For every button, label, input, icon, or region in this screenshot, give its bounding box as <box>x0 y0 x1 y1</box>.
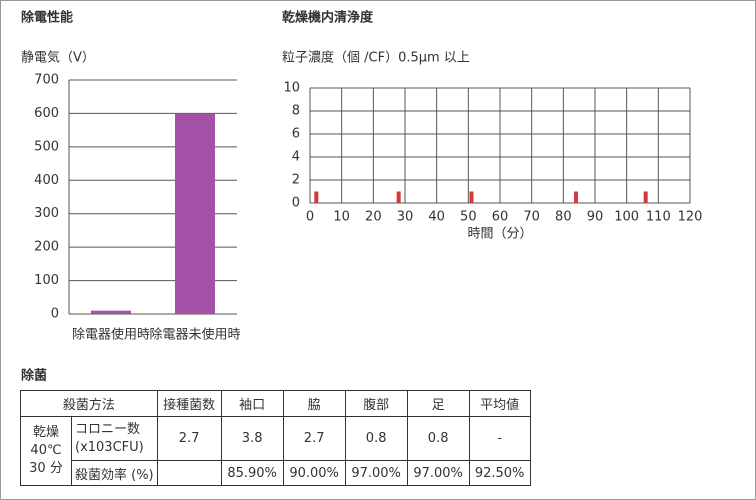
bar <box>643 191 648 203</box>
header-cell: 袖口 <box>220 390 284 417</box>
x-tick-label: 100 <box>614 210 639 225</box>
header-cell: 脇 <box>282 390 346 417</box>
x-tick-label: 90 <box>587 210 604 225</box>
x-tick-label: 30 <box>397 210 414 225</box>
x-tick-label: 10 <box>333 210 350 225</box>
group-cell: 乾燥 40℃ 30 分 <box>20 416 72 486</box>
cell: 0.8 <box>406 416 470 461</box>
empty-cell <box>156 460 222 486</box>
group-line: 30 分 <box>29 461 63 476</box>
bar <box>175 113 215 314</box>
x-tick-label: 40 <box>428 210 445 225</box>
row-label-line: 殺菌効率 (%) <box>75 467 154 483</box>
header-cell: 平均値 <box>468 390 531 417</box>
x-axis-label: 時間（分） <box>467 227 532 242</box>
x-tick-label: 60 <box>492 210 509 225</box>
cell: 97.00% <box>344 460 408 486</box>
y-tick-label: 300 <box>34 206 59 221</box>
y-tick-label: 8 <box>292 104 300 119</box>
x-tick-label: 110 <box>646 210 671 225</box>
header-cell: 腹部 <box>344 390 408 417</box>
bar <box>469 191 474 203</box>
x-tick-label: 除電器未使用時 <box>149 327 240 343</box>
y-tick-label: 2 <box>292 173 300 188</box>
y-tick-label: 0 <box>51 307 59 322</box>
y-tick-label: 500 <box>34 139 59 154</box>
section-title: 除菌 <box>21 368 47 384</box>
cell: 97.00% <box>406 460 470 486</box>
y-tick-label: 400 <box>34 173 59 188</box>
bar <box>314 191 319 203</box>
cell: 3.8 <box>220 416 284 461</box>
bar <box>91 310 131 314</box>
y-tick-label: 700 <box>34 73 59 88</box>
bar <box>396 191 401 203</box>
x-tick-label: 50 <box>460 210 477 225</box>
x-tick-label: 70 <box>523 210 540 225</box>
header-cell: 殺菌方法 <box>20 390 158 417</box>
chart-title: 乾燥機内清浄度 <box>282 10 374 26</box>
y-tick-label: 600 <box>34 106 59 121</box>
cell: 0.8 <box>344 416 408 461</box>
row-label-line: コロニー数 <box>75 421 141 437</box>
y-tick-label: 10 <box>283 81 300 96</box>
chart-title: 除電性能 <box>21 10 73 26</box>
y-tick-label: 200 <box>34 240 59 255</box>
group-line: 40℃ <box>30 443 62 458</box>
y-tick-label: 4 <box>292 150 300 165</box>
cell: 2.7 <box>282 416 346 461</box>
row-label-line: (x103CFU) <box>75 439 144 455</box>
y-tick-label: 6 <box>292 127 300 142</box>
group-line: 乾燥 <box>32 425 59 440</box>
y-axis-label: 静電気（V） <box>21 50 95 66</box>
y-axis-label: 粒子濃度（個 /CF）0.5μm 以上 <box>282 50 470 66</box>
x-tick-label: 120 <box>678 210 703 225</box>
cell: 2.7 <box>156 416 222 461</box>
cell: 90.00% <box>282 460 346 486</box>
cell: - <box>468 416 531 461</box>
y-tick-label: 100 <box>34 273 59 288</box>
x-tick-label: 除電器使用時 <box>72 327 150 343</box>
x-tick-label: 20 <box>365 210 382 225</box>
row-label: 殺菌効率 (%) <box>71 460 158 486</box>
bar <box>574 191 578 203</box>
header-cell: 足 <box>406 390 470 417</box>
y-tick-label: 0 <box>292 196 300 211</box>
cell: 85.90% <box>220 460 284 486</box>
header-cell: 接種菌数 <box>156 390 222 417</box>
cell: 92.50% <box>468 460 531 486</box>
row-label: コロニー数 (x103CFU) <box>71 416 158 461</box>
sterilization-table: 殺菌方法 接種菌数 袖口 脇 腹部 足 平均値 乾燥 40℃ 30 分 コロニー数 (… <box>20 390 531 486</box>
x-tick-label: 80 <box>555 210 572 225</box>
x-tick-label: 0 <box>306 210 314 225</box>
